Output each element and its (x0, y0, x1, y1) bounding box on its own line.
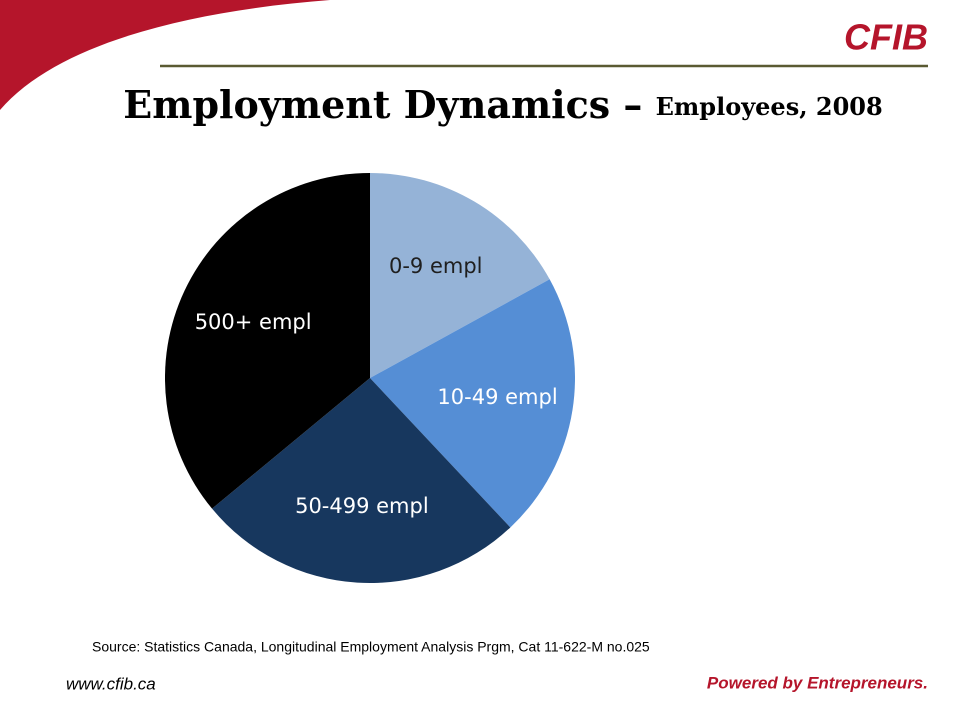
pie-slice (165, 173, 370, 509)
pie: 0-9 empl 10-49 empl 50-499 empl 500+ empl (165, 173, 575, 583)
source-note: Source: Statistics Canada, Longitudinal … (92, 639, 650, 655)
pie-slice (370, 279, 575, 528)
corner-swoosh (0, 0, 330, 110)
pie-slice (212, 378, 511, 583)
slice-label: 10-49 empl (437, 385, 557, 409)
slice-label: 500+ empl (195, 310, 312, 334)
tagline: Powered by Entrepreneurs. (707, 673, 928, 692)
chart-subtitle: Employees, 2008 (656, 92, 883, 121)
slice-label: 50-499 empl (295, 494, 429, 518)
pie-slice (370, 173, 550, 378)
website: www.cfib.ca (66, 674, 156, 693)
title: Employment Dynamics – Employees, 2008 (123, 82, 882, 127)
slice-label: 0-9 empl (389, 254, 483, 278)
logo: CFIB (844, 17, 928, 58)
chart-title: Employment Dynamics – (123, 82, 655, 127)
